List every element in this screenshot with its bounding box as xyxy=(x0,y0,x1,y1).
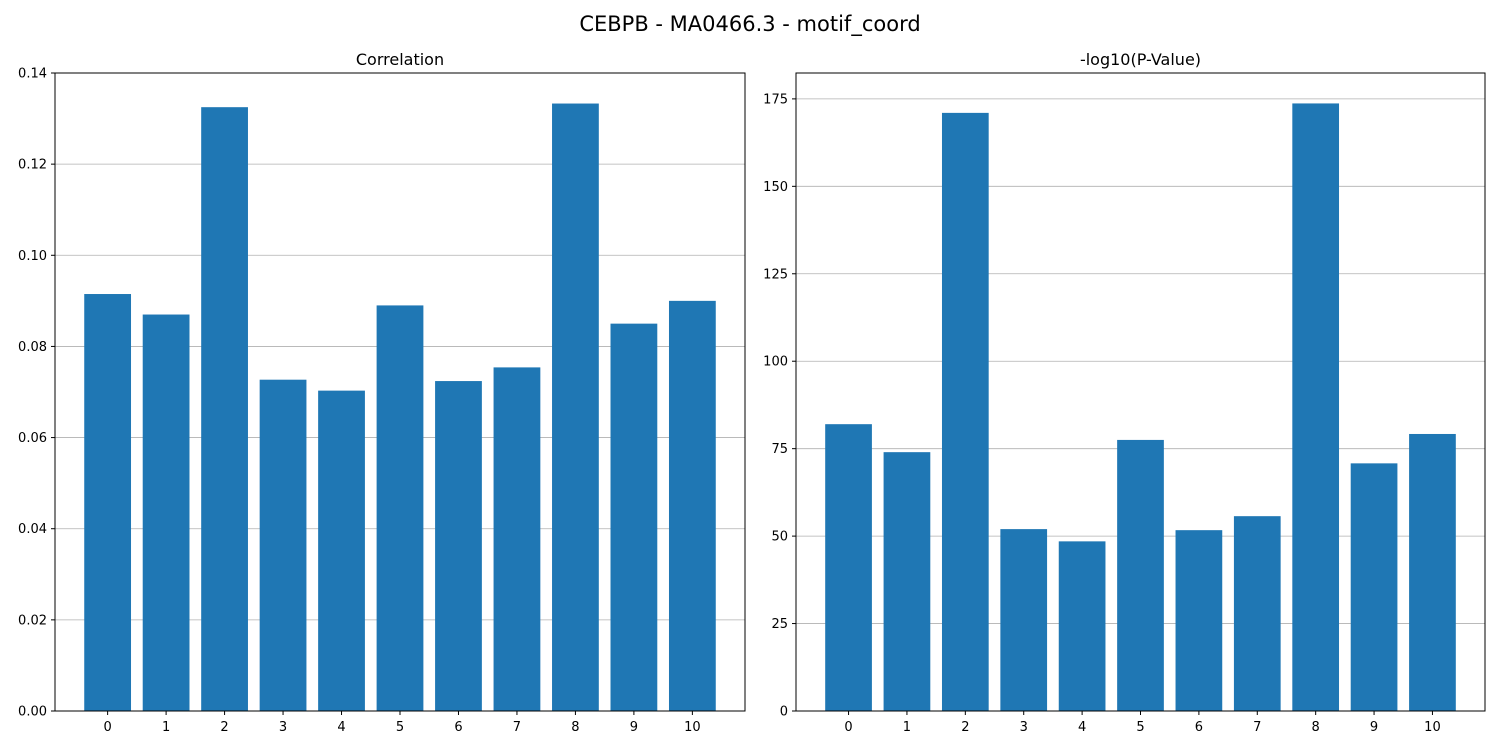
pvalue-xtick-label: 6 xyxy=(1195,720,1203,735)
pvalue-title: -log10(P-Value) xyxy=(1080,50,1201,69)
correlation-ytick-label: 0.02 xyxy=(18,613,47,628)
pvalue-bar-0 xyxy=(825,424,872,711)
pvalue-bar-10 xyxy=(1409,433,1456,711)
correlation-xtick-label: 4 xyxy=(337,720,345,735)
correlation-bar-2 xyxy=(201,107,248,711)
pvalue-ytick-label: 150 xyxy=(763,180,788,195)
pvalue-ytick-label: 50 xyxy=(771,530,788,545)
correlation-bar-0 xyxy=(84,294,132,711)
correlation-bar-1 xyxy=(142,314,190,711)
pvalue-xtick-label: 1 xyxy=(903,720,911,735)
figure-title: CEBPB - MA0466.3 - motif_coord xyxy=(579,12,920,37)
pvalue-ytick-label: 0 xyxy=(780,705,788,720)
correlation-bar-9 xyxy=(610,323,658,711)
pvalue-bar-4 xyxy=(1058,541,1106,711)
pvalue-bar-2 xyxy=(941,112,989,711)
correlation-xtick-label: 10 xyxy=(684,720,701,735)
correlation-ytick-label: 0.04 xyxy=(18,522,47,537)
correlation-bar-4 xyxy=(318,390,365,711)
pvalue-bar-7 xyxy=(1233,516,1281,711)
pvalue-bar-3 xyxy=(1000,529,1048,711)
correlation-ytick-label: 0.06 xyxy=(18,431,47,446)
pvalue-bar-1 xyxy=(883,452,931,711)
pvalue-xtick-label: 7 xyxy=(1253,720,1261,735)
correlation-ytick-label: 0.10 xyxy=(18,249,47,264)
pvalue-bar-6 xyxy=(1175,530,1223,711)
correlation-title: Correlation xyxy=(356,50,444,69)
correlation-bar-7 xyxy=(493,367,541,711)
correlation-bar-6 xyxy=(435,381,482,711)
correlation-xtick-label: 1 xyxy=(162,720,170,735)
correlation-ytick-label: 0.08 xyxy=(18,340,47,355)
pvalue-xtick-label: 2 xyxy=(961,720,969,735)
pvalue-bar-9 xyxy=(1350,463,1398,711)
pvalue-bar-8 xyxy=(1292,103,1340,712)
correlation-bar-10 xyxy=(668,300,716,711)
correlation-xtick-label: 3 xyxy=(279,720,287,735)
pvalue-ytick-label: 75 xyxy=(771,442,788,457)
correlation-bar-3 xyxy=(259,379,307,711)
correlation-ytick-label: 0.00 xyxy=(18,705,47,720)
correlation-xtick-label: 0 xyxy=(103,720,111,735)
pvalue-ytick-label: 25 xyxy=(771,617,788,632)
pvalue-xtick-label: 10 xyxy=(1424,720,1441,735)
correlation-bar-8 xyxy=(552,103,599,712)
pvalue-bar-5 xyxy=(1117,439,1164,711)
pvalue-ytick-label: 125 xyxy=(763,267,788,282)
pvalue-xtick-label: 4 xyxy=(1078,720,1086,735)
pvalue-xtick-label: 9 xyxy=(1370,720,1378,735)
correlation-panel: 0.00 0.02 0.04 0.06 0.08 0.10 0.12 0.14 0 1 2 3 4 5 6 7… xyxy=(18,50,746,735)
pvalue-panel: 0 25 50 75 100 125 150 175 0 1 2 3 4 5 6 7 8 9 10 -log10(P-… xyxy=(763,50,1486,735)
pvalue-ytick-label: 175 xyxy=(763,92,788,107)
correlation-ytick-label: 0.14 xyxy=(18,67,47,82)
correlation-ytick-label: 0.12 xyxy=(18,158,47,173)
pvalue-xtick-label: 5 xyxy=(1136,720,1144,735)
correlation-xtick-label: 5 xyxy=(396,720,404,735)
pvalue-ytick-label: 100 xyxy=(763,355,788,370)
pvalue-xtick-label: 0 xyxy=(844,720,852,735)
correlation-bar-5 xyxy=(376,305,424,711)
correlation-xtick-label: 8 xyxy=(571,720,579,735)
correlation-xtick-label: 2 xyxy=(220,720,228,735)
correlation-xtick-label: 6 xyxy=(454,720,462,735)
correlation-xtick-label: 7 xyxy=(513,720,521,735)
correlation-xtick-label: 9 xyxy=(630,720,638,735)
pvalue-xtick-label: 8 xyxy=(1312,720,1320,735)
pvalue-xtick-label: 3 xyxy=(1020,720,1028,735)
